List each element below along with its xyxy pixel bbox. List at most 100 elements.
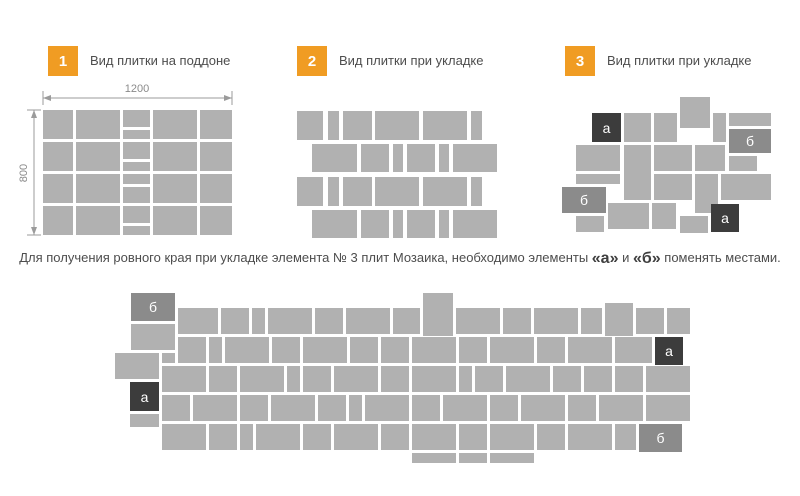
tile — [729, 156, 757, 171]
tile — [568, 337, 612, 363]
tile — [576, 216, 604, 232]
tile — [123, 187, 150, 203]
tile — [43, 110, 73, 139]
tile — [123, 110, 150, 127]
tile — [537, 337, 565, 363]
tile-b: б — [131, 293, 175, 321]
tile — [153, 142, 197, 171]
tile — [162, 353, 175, 363]
tile — [439, 210, 449, 238]
tile — [240, 395, 268, 421]
height-dimension-label: 800 — [18, 164, 30, 182]
tile — [162, 366, 206, 392]
caption-element-b: «б» — [632, 250, 661, 267]
tile — [608, 203, 649, 229]
tile — [153, 174, 197, 203]
tile — [534, 308, 578, 334]
tile — [200, 174, 232, 203]
tile — [695, 145, 725, 171]
laying-diagram-3: а б б а — [562, 97, 772, 233]
tile — [297, 111, 323, 140]
tile — [490, 337, 534, 363]
tile — [713, 113, 726, 142]
tile — [695, 174, 718, 213]
tile — [200, 110, 232, 139]
tile — [568, 424, 612, 450]
tile — [361, 144, 389, 172]
tile — [303, 366, 331, 392]
tile — [423, 111, 467, 140]
tile — [130, 414, 159, 427]
tile — [328, 177, 339, 206]
tile — [315, 308, 343, 334]
tile — [178, 337, 206, 363]
tile — [407, 210, 435, 238]
tile — [412, 395, 440, 421]
tile — [131, 324, 175, 350]
tile — [459, 337, 487, 363]
tile — [599, 395, 643, 421]
tile — [490, 453, 534, 463]
tile — [76, 142, 120, 171]
width-dim-arrow-left — [43, 95, 51, 101]
tile-b: б — [639, 424, 682, 452]
tile — [271, 395, 315, 421]
tile — [375, 111, 419, 140]
tile — [209, 424, 237, 450]
step-badge-2: 2 — [297, 46, 327, 76]
tile — [412, 453, 456, 463]
tile — [654, 174, 692, 200]
tile — [328, 111, 339, 140]
tile — [471, 177, 482, 206]
tile — [490, 395, 518, 421]
caption-text-1: Для получения ровного края при укладке э… — [19, 250, 592, 265]
tile — [193, 395, 237, 421]
pallet-dimension-lines: 1200 800 — [18, 83, 233, 236]
tile — [393, 210, 403, 238]
tile — [123, 174, 150, 184]
tile — [393, 144, 403, 172]
tile — [200, 206, 232, 235]
tile — [381, 366, 409, 392]
caption: Для получения ровного края при укладке э… — [0, 250, 800, 268]
tile — [459, 424, 487, 450]
tile — [453, 210, 497, 238]
caption-text-3: поменять местами. — [660, 250, 781, 265]
tile — [76, 206, 120, 235]
tile — [123, 142, 150, 159]
tile — [581, 308, 602, 334]
tile — [412, 424, 456, 450]
tile — [240, 366, 284, 392]
tile — [287, 366, 300, 392]
tile — [646, 395, 690, 421]
tile — [456, 308, 500, 334]
tile-a: а — [711, 204, 739, 232]
tile — [123, 226, 150, 235]
tile — [615, 424, 636, 450]
tile — [615, 366, 643, 392]
tile — [252, 308, 265, 334]
tile — [76, 174, 120, 203]
tile — [503, 308, 531, 334]
tile — [240, 424, 253, 450]
tile — [506, 366, 550, 392]
tile — [297, 177, 323, 206]
tile — [459, 453, 487, 463]
tile — [343, 177, 372, 206]
tile — [459, 366, 472, 392]
tile — [537, 424, 565, 450]
tile — [439, 144, 449, 172]
tile-a: а — [655, 337, 683, 365]
tile — [256, 424, 300, 450]
tile — [361, 210, 389, 238]
tile — [153, 110, 197, 139]
tile — [346, 308, 390, 334]
step-label-3: Вид плитки при укладке — [607, 53, 752, 68]
tile — [521, 395, 565, 421]
tile — [209, 366, 237, 392]
tile — [200, 142, 232, 171]
tile — [268, 308, 312, 334]
step-badge-1: 1 — [48, 46, 78, 76]
tile — [721, 174, 771, 200]
tile — [318, 395, 346, 421]
